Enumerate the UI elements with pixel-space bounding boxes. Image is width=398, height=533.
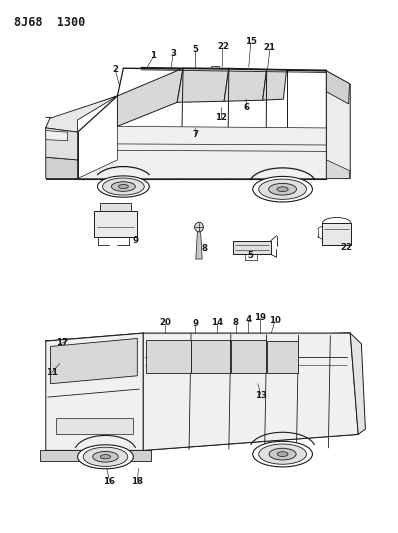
Polygon shape xyxy=(326,71,350,179)
Polygon shape xyxy=(211,66,219,68)
Polygon shape xyxy=(46,157,78,179)
Ellipse shape xyxy=(98,176,149,197)
Polygon shape xyxy=(56,418,133,434)
Text: 6: 6 xyxy=(244,103,250,112)
Text: 8: 8 xyxy=(202,244,208,253)
Polygon shape xyxy=(267,341,298,373)
Text: 9: 9 xyxy=(192,319,198,328)
Text: 20: 20 xyxy=(159,318,171,327)
Ellipse shape xyxy=(269,448,296,460)
Ellipse shape xyxy=(83,447,128,466)
Polygon shape xyxy=(196,231,202,259)
Polygon shape xyxy=(326,71,349,104)
Polygon shape xyxy=(78,126,326,179)
Polygon shape xyxy=(94,211,137,237)
Text: 22: 22 xyxy=(217,42,229,51)
Polygon shape xyxy=(46,96,117,132)
Ellipse shape xyxy=(100,455,111,459)
Text: 4: 4 xyxy=(245,316,252,324)
Polygon shape xyxy=(143,333,358,450)
Ellipse shape xyxy=(269,183,297,195)
Text: 1: 1 xyxy=(150,52,156,60)
Polygon shape xyxy=(40,450,151,461)
Polygon shape xyxy=(191,340,230,373)
Ellipse shape xyxy=(111,182,135,191)
Text: 12: 12 xyxy=(215,114,227,122)
Text: 9: 9 xyxy=(132,237,139,245)
Ellipse shape xyxy=(253,176,312,202)
Polygon shape xyxy=(231,340,266,373)
Ellipse shape xyxy=(277,452,288,456)
Text: 17: 17 xyxy=(56,338,68,347)
Polygon shape xyxy=(326,160,349,179)
Polygon shape xyxy=(100,203,131,211)
Text: 22: 22 xyxy=(340,244,352,252)
Polygon shape xyxy=(46,333,143,450)
Text: 13: 13 xyxy=(255,391,267,400)
Polygon shape xyxy=(117,68,183,126)
Ellipse shape xyxy=(119,184,128,189)
Text: 5: 5 xyxy=(192,45,198,54)
Polygon shape xyxy=(322,223,351,245)
Ellipse shape xyxy=(259,444,306,464)
Text: 8J68  1300: 8J68 1300 xyxy=(14,16,85,29)
Text: 14: 14 xyxy=(211,318,223,327)
Polygon shape xyxy=(51,338,137,384)
Text: 21: 21 xyxy=(264,44,276,52)
Ellipse shape xyxy=(195,222,203,232)
Text: 8: 8 xyxy=(232,318,239,327)
Polygon shape xyxy=(224,68,267,101)
Polygon shape xyxy=(233,241,271,254)
Text: 15: 15 xyxy=(245,37,257,46)
Polygon shape xyxy=(146,340,191,373)
Polygon shape xyxy=(350,333,365,434)
Ellipse shape xyxy=(93,451,118,462)
Ellipse shape xyxy=(259,179,306,199)
Text: 10: 10 xyxy=(269,317,281,325)
Polygon shape xyxy=(46,131,68,141)
Text: 19: 19 xyxy=(254,313,266,321)
Polygon shape xyxy=(46,128,78,160)
Polygon shape xyxy=(263,69,287,100)
Polygon shape xyxy=(177,68,229,102)
Ellipse shape xyxy=(78,445,133,469)
Text: 16: 16 xyxy=(103,477,115,486)
Ellipse shape xyxy=(277,187,288,191)
Text: 5: 5 xyxy=(248,252,254,260)
Ellipse shape xyxy=(253,441,312,467)
Text: 2: 2 xyxy=(112,65,119,74)
Text: 18: 18 xyxy=(131,478,143,486)
Ellipse shape xyxy=(103,178,144,195)
Polygon shape xyxy=(46,333,350,354)
Text: 11: 11 xyxy=(46,368,58,376)
Text: 7: 7 xyxy=(192,130,198,139)
Text: 3: 3 xyxy=(170,49,176,58)
